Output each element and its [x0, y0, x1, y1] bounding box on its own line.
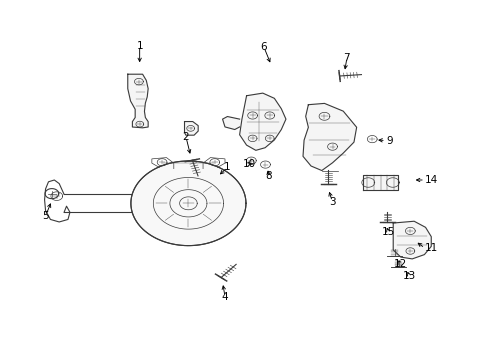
- Text: 3: 3: [328, 197, 335, 207]
- Text: 1: 1: [224, 162, 230, 172]
- Polygon shape: [392, 221, 430, 259]
- Text: 1: 1: [136, 41, 142, 50]
- Text: 15: 15: [381, 227, 394, 237]
- Polygon shape: [362, 175, 397, 190]
- Text: 10: 10: [243, 159, 255, 169]
- Polygon shape: [127, 74, 148, 128]
- Text: 7: 7: [343, 53, 349, 63]
- Polygon shape: [131, 161, 245, 246]
- Polygon shape: [239, 93, 285, 150]
- Text: 9: 9: [385, 136, 392, 145]
- Polygon shape: [222, 117, 239, 130]
- Text: 13: 13: [402, 271, 415, 281]
- Text: 2: 2: [183, 132, 189, 142]
- Text: 6: 6: [260, 42, 267, 52]
- Text: 5: 5: [42, 211, 49, 221]
- Text: 8: 8: [265, 171, 272, 181]
- Text: 12: 12: [393, 259, 407, 269]
- Polygon shape: [303, 103, 356, 171]
- Text: 4: 4: [221, 292, 228, 302]
- Text: 14: 14: [424, 175, 437, 185]
- Polygon shape: [184, 122, 198, 135]
- Text: 11: 11: [424, 243, 437, 253]
